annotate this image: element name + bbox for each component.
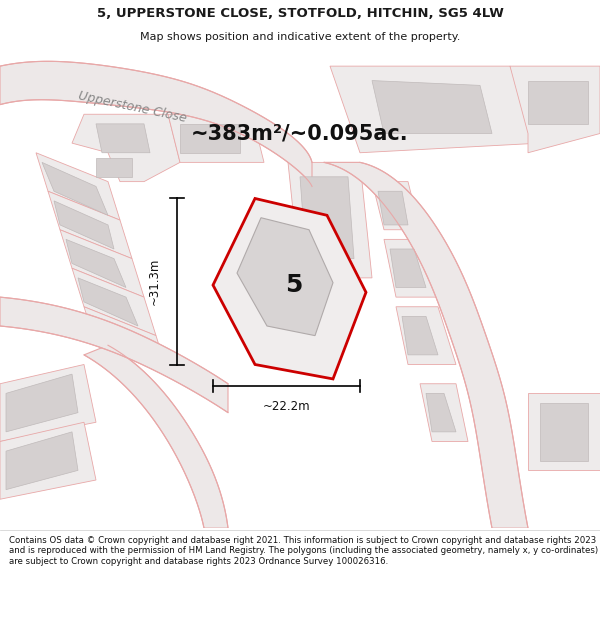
Polygon shape xyxy=(0,364,96,441)
Polygon shape xyxy=(180,124,240,152)
Polygon shape xyxy=(72,268,156,336)
Text: Contains OS data © Crown copyright and database right 2021. This information is : Contains OS data © Crown copyright and d… xyxy=(9,536,598,566)
Polygon shape xyxy=(72,114,180,182)
Polygon shape xyxy=(372,182,420,230)
Polygon shape xyxy=(300,177,354,259)
Text: Map shows position and indicative extent of the property.: Map shows position and indicative extent… xyxy=(140,31,460,41)
Polygon shape xyxy=(528,393,600,471)
Polygon shape xyxy=(288,162,372,278)
Polygon shape xyxy=(528,81,588,124)
Polygon shape xyxy=(324,162,528,528)
Polygon shape xyxy=(78,278,138,326)
Text: 5, UPPERSTONE CLOSE, STOTFOLD, HITCHIN, SG5 4LW: 5, UPPERSTONE CLOSE, STOTFOLD, HITCHIN, … xyxy=(97,7,503,19)
Polygon shape xyxy=(420,384,468,441)
Polygon shape xyxy=(378,191,408,225)
Polygon shape xyxy=(168,114,264,162)
Polygon shape xyxy=(66,239,126,288)
Text: 5: 5 xyxy=(286,273,302,297)
Polygon shape xyxy=(426,393,456,432)
Polygon shape xyxy=(372,81,492,134)
Polygon shape xyxy=(540,403,588,461)
Text: ~31.3m: ~31.3m xyxy=(148,258,161,305)
Polygon shape xyxy=(36,152,120,220)
Polygon shape xyxy=(42,162,108,215)
Polygon shape xyxy=(396,307,456,364)
Polygon shape xyxy=(0,297,228,412)
Polygon shape xyxy=(0,422,96,499)
Polygon shape xyxy=(96,158,132,177)
Text: ~383m²/~0.095ac.: ~383m²/~0.095ac. xyxy=(191,124,409,144)
Polygon shape xyxy=(213,199,366,379)
Polygon shape xyxy=(54,201,114,249)
Polygon shape xyxy=(237,217,333,336)
Polygon shape xyxy=(6,432,78,489)
Polygon shape xyxy=(96,124,150,152)
Polygon shape xyxy=(390,249,426,288)
Polygon shape xyxy=(510,66,600,152)
Polygon shape xyxy=(48,191,132,259)
Polygon shape xyxy=(384,239,438,297)
Polygon shape xyxy=(60,230,144,297)
Polygon shape xyxy=(402,316,438,355)
Text: Upperstone Close: Upperstone Close xyxy=(77,89,187,125)
Polygon shape xyxy=(84,345,228,528)
Polygon shape xyxy=(90,316,150,364)
Polygon shape xyxy=(6,374,78,432)
Polygon shape xyxy=(84,307,168,374)
Polygon shape xyxy=(0,61,312,186)
Polygon shape xyxy=(330,66,540,152)
Text: ~22.2m: ~22.2m xyxy=(263,400,310,413)
